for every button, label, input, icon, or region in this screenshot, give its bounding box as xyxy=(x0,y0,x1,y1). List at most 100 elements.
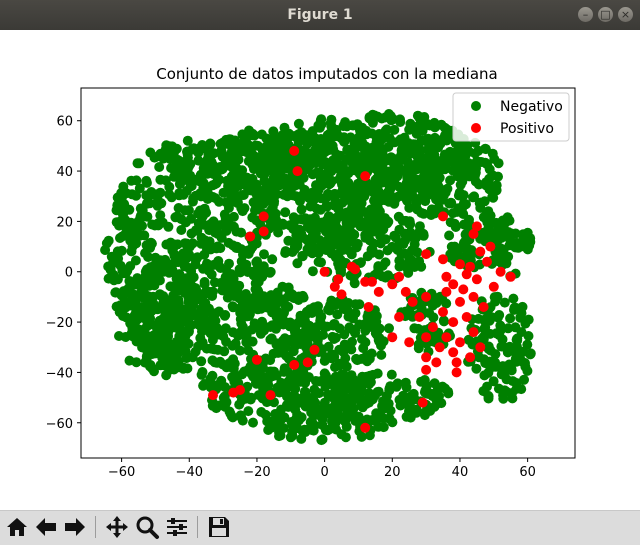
negativo-point xyxy=(282,191,293,202)
negativo-point xyxy=(250,366,260,377)
minimize-button[interactable]: – xyxy=(578,7,593,22)
negativo-point xyxy=(405,219,416,230)
negativo-point xyxy=(386,115,397,126)
negativo-point xyxy=(408,388,419,399)
negativo-point xyxy=(296,204,307,215)
negativo-point xyxy=(342,168,353,179)
negativo-point xyxy=(210,308,221,319)
negativo-point xyxy=(130,303,141,314)
positivo-point xyxy=(394,312,405,322)
negativo-point xyxy=(392,168,403,179)
back-button[interactable] xyxy=(33,514,59,540)
positivo-point xyxy=(400,286,411,297)
negativo-point xyxy=(277,136,288,146)
negativo-point xyxy=(159,350,170,361)
negativo-point xyxy=(484,218,495,229)
negativo-point xyxy=(174,156,185,167)
negativo-point xyxy=(288,224,299,234)
negativo-point xyxy=(311,322,322,332)
negativo-point xyxy=(195,188,206,199)
negativo-point xyxy=(225,182,236,193)
positivo-point xyxy=(360,276,371,287)
negativo-point xyxy=(467,339,478,350)
negativo-point xyxy=(334,131,345,142)
positivo-point xyxy=(441,286,452,297)
negativo-point xyxy=(168,339,178,350)
positivo-point xyxy=(448,347,459,358)
close-button[interactable]: × xyxy=(618,7,633,22)
configure-subplots-button[interactable] xyxy=(164,514,190,540)
positivo-point xyxy=(488,281,499,292)
negativo-point xyxy=(260,353,271,364)
zoom-button[interactable] xyxy=(134,514,160,540)
negativo-point xyxy=(507,393,518,404)
negativo-point xyxy=(431,298,442,308)
maximize-button[interactable]: □ xyxy=(598,7,613,22)
negativo-point xyxy=(391,193,402,203)
move-icon xyxy=(106,516,128,538)
negativo-point xyxy=(299,130,310,141)
negativo-point xyxy=(184,241,195,252)
x-tick-label: 0 xyxy=(320,465,328,480)
negativo-point xyxy=(351,242,362,253)
negativo-point xyxy=(103,235,114,246)
arrow-right-icon xyxy=(65,518,85,536)
maximize-icon: □ xyxy=(600,8,611,21)
negativo-point xyxy=(210,315,221,326)
negativo-point xyxy=(307,266,318,277)
figure-canvas[interactable]: Conjunto de datos imputados con la media… xyxy=(0,30,640,510)
window-titlebar[interactable]: Figure 1 – □ × xyxy=(0,0,640,30)
negativo-point xyxy=(321,173,332,184)
home-button[interactable] xyxy=(4,514,30,540)
negativo-point xyxy=(367,245,378,256)
negativo-point xyxy=(336,394,347,405)
negativo-point xyxy=(205,140,215,150)
negativo-point xyxy=(445,175,456,186)
negativo-point xyxy=(137,205,148,216)
toolbar-separator xyxy=(95,516,96,538)
negativo-point xyxy=(499,297,510,308)
save-button[interactable] xyxy=(206,514,232,540)
negativo-point xyxy=(160,254,171,265)
matplotlib-toolbar xyxy=(0,510,640,545)
negativo-point xyxy=(273,153,284,164)
forward-button[interactable] xyxy=(62,514,88,540)
negativo-point xyxy=(406,255,417,266)
positivo-point xyxy=(427,322,438,333)
negativo-point xyxy=(150,152,161,163)
sliders-icon xyxy=(167,518,187,536)
negativo-point xyxy=(109,275,119,286)
negativo-point xyxy=(439,164,450,175)
close-icon: × xyxy=(620,8,631,21)
negativo-point xyxy=(325,117,336,128)
negativo-point xyxy=(398,390,409,401)
negativo-point xyxy=(308,394,319,405)
negativo-point xyxy=(517,301,528,312)
negativo-point xyxy=(398,239,409,250)
negativo-point xyxy=(316,193,326,204)
positivo-point xyxy=(475,342,486,353)
negativo-point xyxy=(488,192,499,203)
negativo-point xyxy=(285,432,296,443)
negativo-point xyxy=(161,239,172,250)
negativo-point xyxy=(505,313,516,324)
negativo-point xyxy=(479,370,490,381)
negativo-point xyxy=(390,178,400,189)
negativo-point xyxy=(244,293,255,304)
negativo-point xyxy=(170,212,181,223)
negativo-point xyxy=(424,152,435,163)
negativo-point xyxy=(168,290,179,301)
negativo-point xyxy=(220,401,230,412)
negativo-point xyxy=(186,181,197,191)
negativo-point xyxy=(290,340,301,351)
positivo-point xyxy=(258,211,269,222)
negativo-point xyxy=(150,276,161,287)
negativo-point xyxy=(371,311,382,321)
pan-button[interactable] xyxy=(104,514,130,540)
negativo-point xyxy=(317,434,328,445)
negativo-point xyxy=(135,219,145,230)
negativo-point xyxy=(180,251,191,262)
negativo-point xyxy=(233,180,244,191)
negativo-point xyxy=(137,342,148,353)
negativo-point xyxy=(389,124,400,135)
